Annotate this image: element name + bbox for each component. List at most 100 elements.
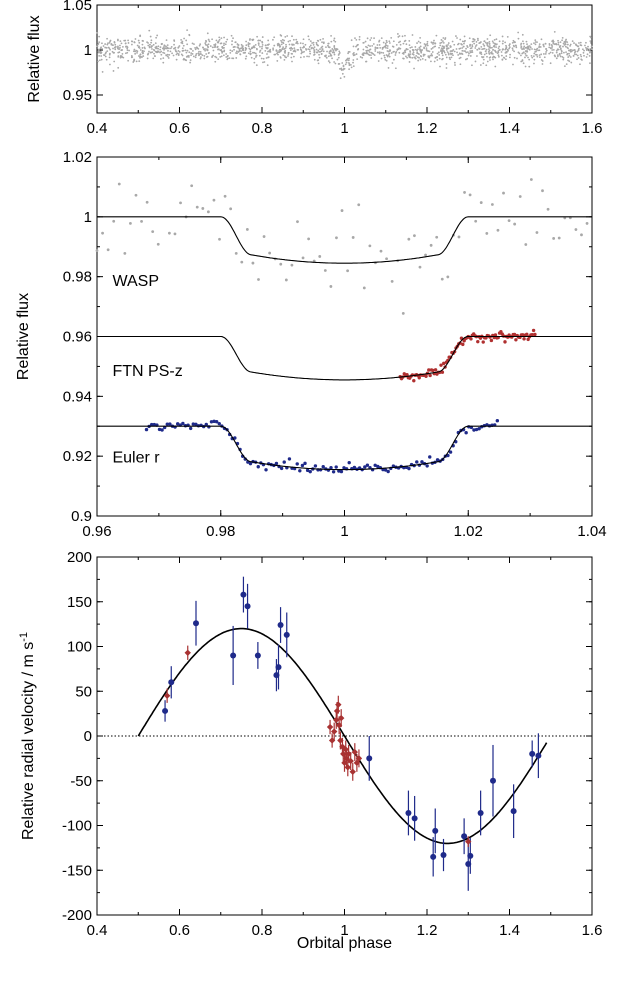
- wasp-data-point: [330, 40, 333, 43]
- wasp-data-point: [133, 41, 136, 43]
- wasp-data-point: [204, 49, 207, 52]
- wasp-data-point: [220, 37, 223, 40]
- transit-data-point: [123, 251, 127, 255]
- wasp-data-point: [331, 51, 334, 54]
- wasp-data-point: [192, 50, 194, 52]
- wasp-data-point: [125, 45, 127, 48]
- wasp-data-point: [387, 67, 390, 69]
- wasp-data-point: [206, 45, 209, 48]
- wasp-data-point: [447, 47, 450, 50]
- wasp-data-point: [235, 52, 237, 54]
- wasp-data-point: [505, 55, 508, 57]
- wasp-data-point: [267, 39, 270, 42]
- wasp-data-point: [256, 35, 259, 38]
- rv-data-point: [333, 716, 340, 724]
- transit-data-point: [145, 200, 149, 204]
- wasp-data-point: [471, 40, 474, 43]
- wasp-data-point: [449, 45, 452, 47]
- transit-data-point: [151, 230, 155, 234]
- wasp-data-point: [459, 47, 462, 50]
- wasp-data-point: [232, 57, 235, 60]
- transit-data-point: [351, 236, 355, 239]
- wasp-data-point: [269, 50, 272, 53]
- wasp-data-point: [185, 51, 188, 54]
- transit-data-point: [112, 219, 116, 223]
- wasp-data-point: [328, 52, 331, 54]
- transit-data-point: [468, 193, 472, 197]
- transit-data-point: [363, 465, 367, 469]
- wasp-data-point: [508, 46, 511, 49]
- wasp-data-point: [575, 53, 578, 56]
- wasp-data-point: [477, 39, 479, 42]
- wasp-data-point: [491, 40, 494, 43]
- wasp-data-point: [426, 40, 429, 43]
- wasp-data-point: [589, 42, 592, 44]
- wasp-data-point: [333, 46, 336, 48]
- wasp-data-point: [562, 58, 565, 61]
- wasp-data-point: [432, 41, 435, 44]
- wasp-data-point: [181, 47, 184, 50]
- transit-data-point: [522, 337, 526, 341]
- wasp-data-point: [108, 41, 111, 44]
- wasp-data-point: [300, 52, 303, 55]
- wasp-data-point: [105, 46, 108, 49]
- wasp-data-point: [579, 41, 582, 44]
- wasp-data-point: [287, 53, 290, 56]
- wasp-data-point: [560, 49, 563, 52]
- wasp-data-point: [433, 60, 436, 63]
- transit-data-point: [585, 222, 589, 225]
- wasp-data-point: [425, 47, 428, 50]
- wasp-data-point: [334, 40, 337, 43]
- wasp-data-point: [384, 42, 387, 45]
- wasp-data-point: [211, 46, 214, 49]
- wasp-data-point: [524, 50, 527, 52]
- wasp-data-point: [567, 49, 570, 52]
- wasp-data-point: [457, 54, 460, 56]
- wasp-data-point: [540, 38, 543, 41]
- rv-data-point: [283, 631, 290, 638]
- wasp-data-point: [447, 42, 450, 44]
- wasp-data-point: [362, 48, 365, 51]
- wasp-data-point: [332, 49, 335, 52]
- wasp-data-point: [272, 48, 275, 51]
- wasp-data-point: [474, 47, 477, 49]
- wasp-data-point: [275, 49, 278, 52]
- wasp-data-point: [255, 64, 258, 67]
- wasp-data-point: [564, 43, 567, 46]
- transit-data-point: [190, 184, 194, 188]
- wasp-data-point: [267, 43, 270, 46]
- wasp-data-point: [517, 51, 520, 54]
- wasp-data-point: [214, 46, 217, 48]
- wasp-data-point: [131, 43, 133, 46]
- wasp-data-point: [101, 42, 103, 45]
- wasp-data-point: [520, 42, 523, 45]
- wasp-data-point: [394, 52, 397, 54]
- wasp-data-point: [146, 57, 149, 60]
- rv-data-point: [275, 664, 282, 671]
- wasp-data-point: [112, 51, 115, 54]
- wasp-data-point: [104, 46, 107, 49]
- wasp-data-point: [293, 47, 296, 50]
- wasp-data-point: [312, 47, 315, 50]
- transit-data-point: [440, 277, 444, 281]
- wasp-data-point: [110, 42, 113, 45]
- wasp-data-point: [482, 58, 485, 61]
- wasp-data-point: [166, 46, 169, 49]
- wasp-data-point: [299, 56, 302, 59]
- wasp-data-point: [276, 60, 279, 62]
- wasp-data-point: [214, 60, 217, 63]
- wasp-data-point: [557, 41, 560, 44]
- wasp-data-point: [349, 63, 352, 66]
- wasp-data-point: [261, 52, 264, 54]
- transit-data-point: [442, 361, 446, 366]
- wasp-data-point: [467, 54, 470, 57]
- wasp-data-point: [451, 40, 454, 43]
- wasp-data-point: [370, 51, 373, 54]
- wasp-data-point: [343, 75, 346, 78]
- wasp-data-point: [312, 43, 315, 46]
- wasp-data-point: [394, 54, 397, 56]
- transit-data-point: [342, 466, 346, 470]
- transit-data-point: [415, 460, 419, 464]
- wasp-data-point: [411, 48, 414, 51]
- wasp-data-point: [525, 54, 528, 57]
